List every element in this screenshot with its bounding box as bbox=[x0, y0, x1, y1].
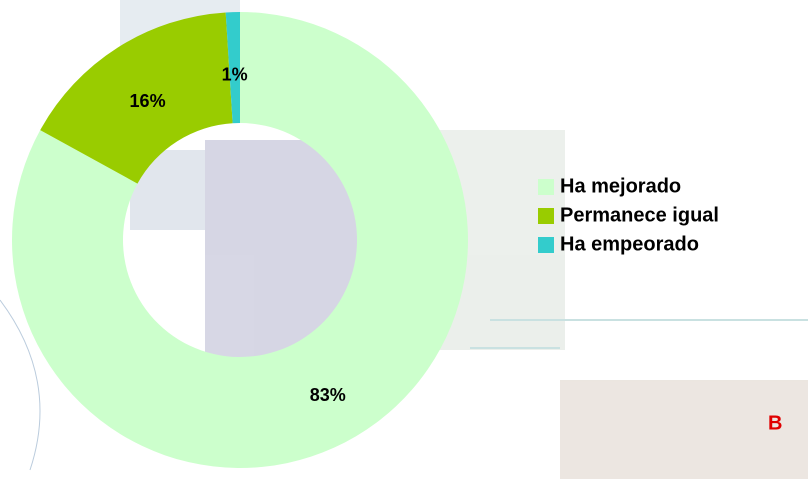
legend-label: Ha mejorado bbox=[560, 175, 681, 197]
legend-swatch bbox=[538, 179, 554, 195]
legend-label: Ha empeorado bbox=[560, 233, 699, 255]
data-label: 16% bbox=[130, 91, 166, 111]
legend-swatch bbox=[538, 208, 554, 224]
data-label: 83% bbox=[310, 385, 346, 405]
chart: B 83% Ha mejorado 16% Permanece igual 1% Ha e… bbox=[0, 0, 808, 479]
page: B 83% Ha mejorado 16% Permanece igual 1% Ha e… bbox=[0, 0, 808, 479]
data-label: 1% bbox=[222, 64, 248, 84]
legend-swatch bbox=[538, 237, 554, 253]
legend-label: Permanece igual bbox=[560, 204, 719, 226]
annotation: B bbox=[768, 412, 782, 434]
